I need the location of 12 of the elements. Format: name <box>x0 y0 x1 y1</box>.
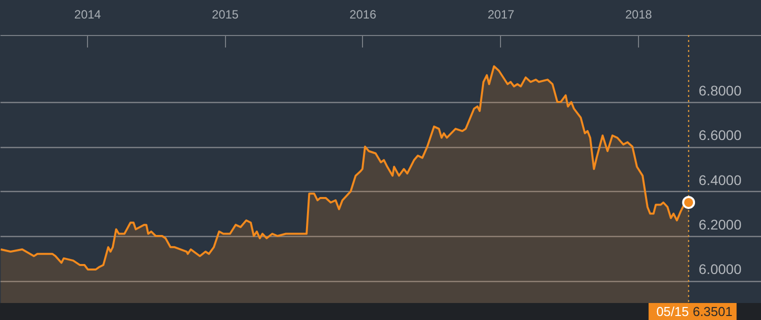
x-tick-label: 2017 <box>488 8 515 22</box>
x-tick-label: 2014 <box>74 8 102 22</box>
x-tick-label: 2018 <box>625 8 652 22</box>
y-tick-label: 6.6000 <box>698 127 742 144</box>
y-tick-label: 6.2000 <box>698 216 742 232</box>
ref-line-label: 05/15 <box>656 304 689 319</box>
x-tick-label: 2016 <box>350 8 377 22</box>
x-tick-label: 2015 <box>212 8 239 22</box>
y-tick-label: 6.8000 <box>698 82 742 98</box>
y-tick-label: 6.0000 <box>698 261 742 278</box>
y-tick-label: 6.4000 <box>698 172 742 188</box>
text: 6.3501 <box>692 304 732 319</box>
